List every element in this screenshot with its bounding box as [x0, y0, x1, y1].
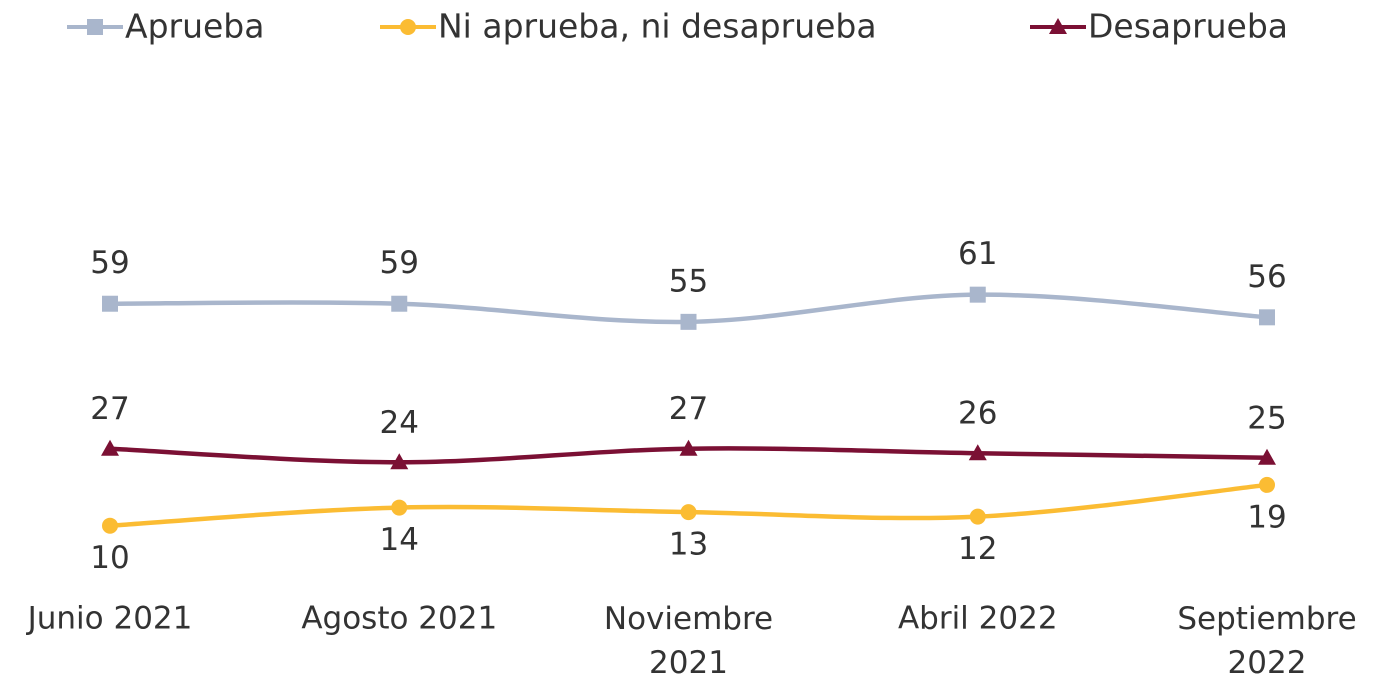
legend-label: Desaprueba — [1088, 7, 1288, 46]
marker — [680, 313, 697, 330]
data-label: 61 — [958, 236, 997, 272]
x-tick-label: Noviembre 2021 — [604, 601, 773, 681]
marker — [391, 295, 408, 312]
data-label: 14 — [380, 522, 419, 558]
data-label: 25 — [1247, 400, 1286, 436]
data-label: 27 — [669, 391, 708, 427]
x-tick-label: Septiembre 2022 — [1177, 601, 1356, 681]
data-label: 24 — [380, 405, 419, 441]
marker — [1259, 476, 1275, 493]
x-tick-label-line: 2022 — [1228, 645, 1307, 681]
x-tick-label-line: Noviembre — [604, 601, 773, 637]
x-tick-label: Abril 2022 — [898, 601, 1058, 637]
x-tick-label-line: Septiembre — [1177, 601, 1356, 637]
marker — [969, 508, 986, 525]
data-label: 56 — [1247, 259, 1286, 295]
marker — [1259, 309, 1275, 326]
x-tick-label-line: 2021 — [649, 645, 728, 681]
marker — [101, 439, 119, 456]
x-tick-label: Junio 2021 — [26, 601, 193, 637]
marker — [102, 517, 118, 534]
x-tick-label: Agosto 2021 — [301, 601, 497, 637]
data-label: 59 — [380, 245, 419, 281]
legend-marker — [400, 19, 416, 35]
data-label: 10 — [90, 540, 129, 576]
legend-marker — [1049, 18, 1067, 34]
data-label: 55 — [669, 263, 708, 299]
data-label: 19 — [1247, 499, 1286, 535]
marker — [102, 295, 118, 312]
marker — [968, 444, 987, 461]
data-label: 26 — [958, 396, 997, 432]
data-label: 12 — [958, 531, 997, 567]
marker — [680, 504, 697, 521]
legend-marker — [87, 19, 103, 35]
data-label: 59 — [90, 245, 129, 281]
legend-label: Aprueba — [125, 7, 264, 46]
data-label: 13 — [669, 527, 708, 563]
marker — [969, 286, 986, 303]
legend-label: Ni aprueba, ni desaprueba — [438, 7, 877, 46]
data-label: 27 — [90, 391, 129, 427]
marker — [679, 439, 698, 456]
marker — [390, 453, 409, 470]
marker — [391, 499, 408, 516]
marker — [1258, 448, 1276, 465]
